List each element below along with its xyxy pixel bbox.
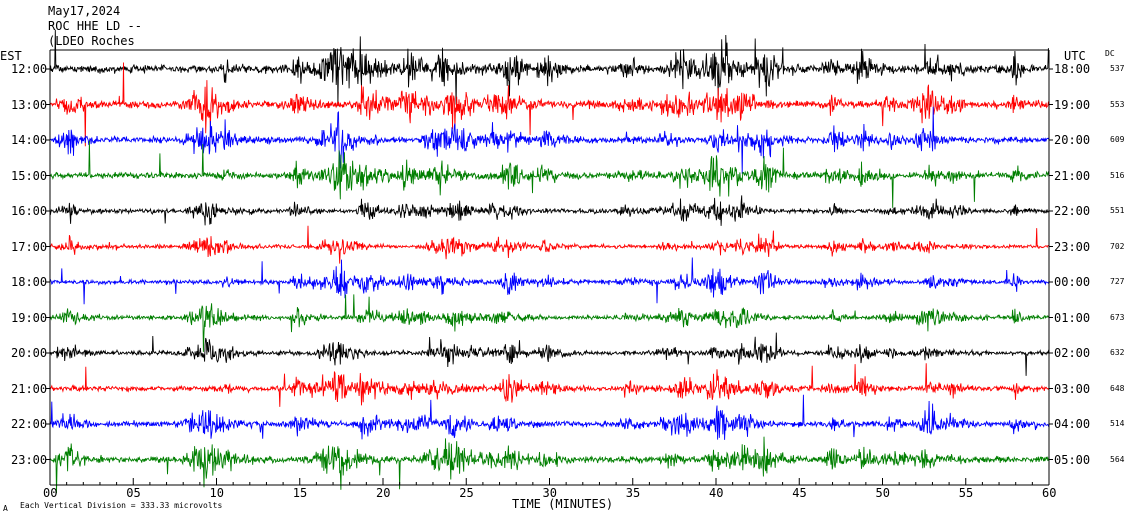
- axes-group: [46, 49, 1053, 486]
- trace-row-5: [49, 225, 1050, 264]
- right-axis-label: UTC: [1064, 49, 1086, 63]
- header-date: May17,2024: [48, 4, 121, 18]
- trace-row-6: [49, 257, 1050, 305]
- x-tick-label: 45: [792, 486, 807, 500]
- dc-offset-label: 609: [1110, 135, 1125, 144]
- est-time-label: 21:00: [11, 381, 48, 396]
- dc-offset-label: 537: [1110, 64, 1125, 73]
- est-time-label: 14:00: [11, 133, 48, 147]
- dc-label: DC: [1105, 49, 1115, 58]
- dc-offset-label: 727: [1110, 277, 1125, 286]
- x-tick-label: 35: [625, 486, 641, 500]
- utc-time-label: 04:00: [1054, 417, 1091, 431]
- dc-offset-label: 702: [1110, 241, 1125, 251]
- dc-offset-label: 516: [1110, 170, 1125, 180]
- est-time-label: 12:00: [11, 62, 48, 76]
- x-tick-label: 05: [126, 486, 141, 500]
- utc-time-label: 19:00: [1054, 97, 1091, 112]
- trace-row-1: [49, 62, 1050, 147]
- utc-time-label: 22:00: [1054, 204, 1091, 218]
- utc-time-label: 05:00: [1054, 452, 1091, 467]
- est-time-label: 23:00: [11, 452, 48, 467]
- trace-group: [49, 29, 1050, 494]
- trace-row-8: [49, 332, 1050, 376]
- x-tick-label: 30: [542, 486, 557, 500]
- dc-offset-label: 564: [1110, 454, 1125, 464]
- dc-offset-label: 514: [1110, 419, 1125, 428]
- utc-time-label: 01:00: [1054, 310, 1091, 325]
- utc-time-label: 03:00: [1054, 381, 1091, 396]
- x-tick-label: 50: [875, 486, 890, 500]
- utc-time-label: 18:00: [1054, 62, 1091, 76]
- x-tick-label: 60: [1042, 486, 1057, 500]
- utc-time-label: 23:00: [1054, 239, 1091, 254]
- corner-mark: A: [3, 504, 8, 513]
- header-station: ROC HHE LD --: [48, 19, 142, 33]
- est-time-label: 13:00: [11, 97, 48, 112]
- scale-note: Each Vertical Division = 333.33 microvol…: [20, 501, 223, 510]
- trace-row-10: [49, 394, 1050, 440]
- trace-row-9: [49, 363, 1050, 407]
- dc-offset-label: 632: [1110, 348, 1125, 357]
- x-tick-label: 55: [958, 486, 974, 500]
- est-time-label: 17:00: [11, 239, 48, 254]
- est-time-label: 19:00: [11, 310, 48, 325]
- dc-offset-label: 673: [1110, 312, 1125, 322]
- dc-offset-label: 648: [1110, 383, 1125, 393]
- trace-row-11: [49, 436, 1050, 494]
- x-tick-label: 15: [292, 486, 308, 500]
- x-tick-label: 10: [209, 486, 224, 500]
- est-time-label: 18:00: [11, 275, 48, 289]
- est-time-label: 20:00: [11, 346, 48, 360]
- utc-time-label: 20:00: [1054, 133, 1091, 147]
- dc-offset-label: 553: [1110, 99, 1125, 109]
- est-time-label: 16:00: [11, 204, 48, 218]
- x-tick-label: 40: [709, 486, 724, 500]
- utc-time-label: 02:00: [1054, 346, 1091, 360]
- trace-row-7: [49, 294, 1050, 352]
- x-axis-title: TIME (MINUTES): [512, 497, 614, 511]
- x-tick-label: 25: [459, 486, 474, 500]
- trace-row-2: [49, 106, 1050, 174]
- dc-offset-label: 551: [1110, 206, 1125, 215]
- trace-row-0: [49, 29, 1050, 107]
- trace-row-4: [49, 195, 1050, 226]
- x-tick-label: 00: [43, 486, 58, 500]
- left-axis-label: EST: [0, 49, 22, 63]
- utc-time-label: 21:00: [1054, 168, 1091, 183]
- trace-row-3: [49, 140, 1050, 208]
- utc-time-label: 00:00: [1054, 275, 1091, 289]
- est-time-label: 22:00: [11, 417, 48, 431]
- x-tick-label: 20: [376, 486, 391, 500]
- est-time-label: 15:00: [11, 168, 48, 183]
- header-network: (LDEO Roches: [48, 34, 135, 48]
